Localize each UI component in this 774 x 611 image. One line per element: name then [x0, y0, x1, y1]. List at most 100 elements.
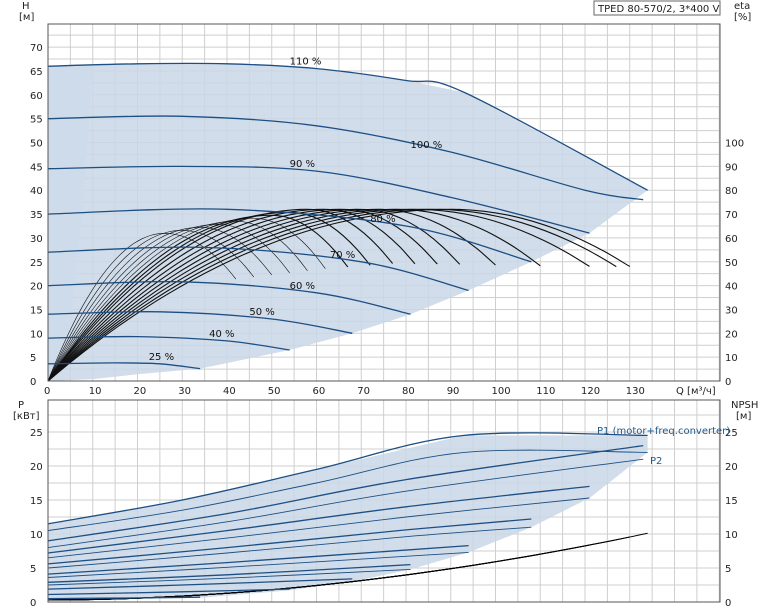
y-tick-label-left: 20 [30, 282, 43, 293]
speed-label: 100 % [411, 140, 443, 151]
efficiency-curve [47, 229, 255, 382]
npsh-tick-label: 0 [725, 598, 731, 609]
top-operating-envelope [48, 63, 648, 382]
speed-label: 90 % [290, 159, 315, 170]
x-tick-label: 30 [178, 386, 191, 397]
npsh-tick-label: 20 [725, 462, 738, 473]
x-tick-label: 20 [134, 386, 147, 397]
y-tick-label-right: 0 [725, 377, 731, 388]
efficiency-curve [47, 208, 438, 382]
p-tick-label: 10 [30, 530, 43, 541]
efficiency-curve [47, 208, 541, 382]
x-tick-label: 40 [223, 386, 236, 397]
efficiency-curve [47, 208, 631, 382]
top-plot-frame [47, 23, 721, 382]
top-right-axis-unit: [%] [734, 12, 751, 23]
power-curves [47, 432, 648, 600]
p-tick-label: 5 [30, 564, 36, 575]
power-curve [47, 444, 644, 542]
y-tick-label-left: 60 [30, 91, 43, 102]
y-tick-label-right: 60 [725, 234, 738, 245]
p2-annotation: P2 [650, 456, 662, 467]
y-tick-label-right: 20 [725, 329, 738, 340]
y-tick-label-left: 5 [30, 353, 36, 364]
x-tick-label: 100 [492, 386, 511, 397]
y-tick-label-left: 0 [30, 377, 36, 388]
y-tick-label-left: 70 [30, 43, 43, 54]
top-right-axis-label: eta [734, 1, 750, 12]
power-curve [47, 497, 590, 559]
power-curve [47, 544, 469, 575]
y-tick-label-left: 10 [30, 329, 43, 340]
y-tick-label-left: 30 [30, 234, 43, 245]
y-tick-label-right: 30 [725, 305, 738, 316]
operating-envelope [48, 63, 648, 382]
y-tick-label-right: 40 [725, 282, 738, 293]
efficiency-curve [47, 227, 273, 382]
x-axis-label: Q [м³/ч] [676, 386, 716, 397]
y-tick-label-right: 100 [725, 139, 744, 150]
efficiency-curve [47, 223, 290, 382]
p-tick-label: 25 [30, 428, 43, 439]
y-tick-label-right: 90 [725, 162, 738, 173]
power-envelope [48, 435, 648, 600]
speed-label: 80 % [370, 214, 395, 225]
x-tick-label: 10 [89, 386, 102, 397]
x-tick-label: 110 [536, 386, 555, 397]
speed-label: 110 % [290, 57, 322, 68]
x-tick-label: 90 [447, 386, 460, 397]
npsh-tick-label: 25 [725, 428, 738, 439]
efficiency-curve [47, 208, 590, 382]
power-curve [47, 596, 201, 600]
efficiency-curve [47, 208, 416, 382]
efficiency-curve [47, 208, 461, 382]
x-tick-label: 120 [581, 386, 600, 397]
head-curve [47, 311, 353, 334]
y-tick-label-left: 65 [30, 67, 43, 78]
p-tick-label: 20 [30, 462, 43, 473]
speed-label: 70 % [330, 250, 355, 261]
x-tick-label: 80 [402, 386, 415, 397]
head-curve [47, 165, 590, 234]
bottom-right-axis-unit: [м] [736, 411, 751, 422]
y-tick-label-left: 15 [30, 305, 43, 316]
y-tick-label-right: 10 [725, 353, 738, 364]
y-tick-label-right: 80 [725, 186, 738, 197]
power-curve [47, 432, 648, 525]
bottom-plot-frame [47, 399, 721, 603]
y-tick-label-left: 45 [30, 162, 43, 173]
power-curve [47, 568, 411, 586]
y-tick-label-left: 55 [30, 115, 43, 126]
efficiency-curves [47, 208, 631, 382]
chart-title: TPED 80-570/2, 3*400 V [597, 4, 719, 15]
x-tick-label: 50 [268, 386, 281, 397]
speed-label: 60 % [290, 281, 315, 292]
head-curve [47, 115, 644, 201]
bottom-operating-envelope [48, 435, 648, 600]
y-tick-label-left: 50 [30, 139, 43, 150]
power-curve [47, 578, 353, 590]
bottom-left-axis-label: P [18, 400, 24, 411]
bottom-right-axis-label: NPSH [731, 400, 758, 411]
x-tick-label: 60 [313, 386, 326, 397]
x-tick-label: 70 [357, 386, 370, 397]
x-tick-label: 130 [626, 386, 645, 397]
power-curve [47, 485, 590, 554]
power-curve [47, 458, 644, 549]
top-axes: 0 10 20 30 40 50 60 70 80 90 100 110 120 130 0 5 10 15 20 2… [30, 23, 744, 397]
y-tick-label-right: 70 [725, 210, 738, 221]
p1-annotation: P1 (motor+freq.converter) [597, 426, 730, 437]
y-tick-label-right: 50 [725, 258, 738, 269]
bottom-axes: 0 5 10 15 20 25 0 5 10 15 20 25 [30, 399, 738, 609]
top-left-axis-label: H [22, 1, 30, 12]
head-curve [47, 62, 648, 191]
speed-label: 50 % [249, 307, 274, 318]
p-tick-label: 0 [30, 598, 36, 609]
efficiency-curve [47, 208, 617, 382]
npsh-tick-label: 15 [725, 496, 738, 507]
power-curve [47, 588, 290, 596]
efficiency-curve [47, 214, 349, 382]
head-curve [47, 335, 290, 351]
npsh-tick-label: 10 [725, 530, 738, 541]
